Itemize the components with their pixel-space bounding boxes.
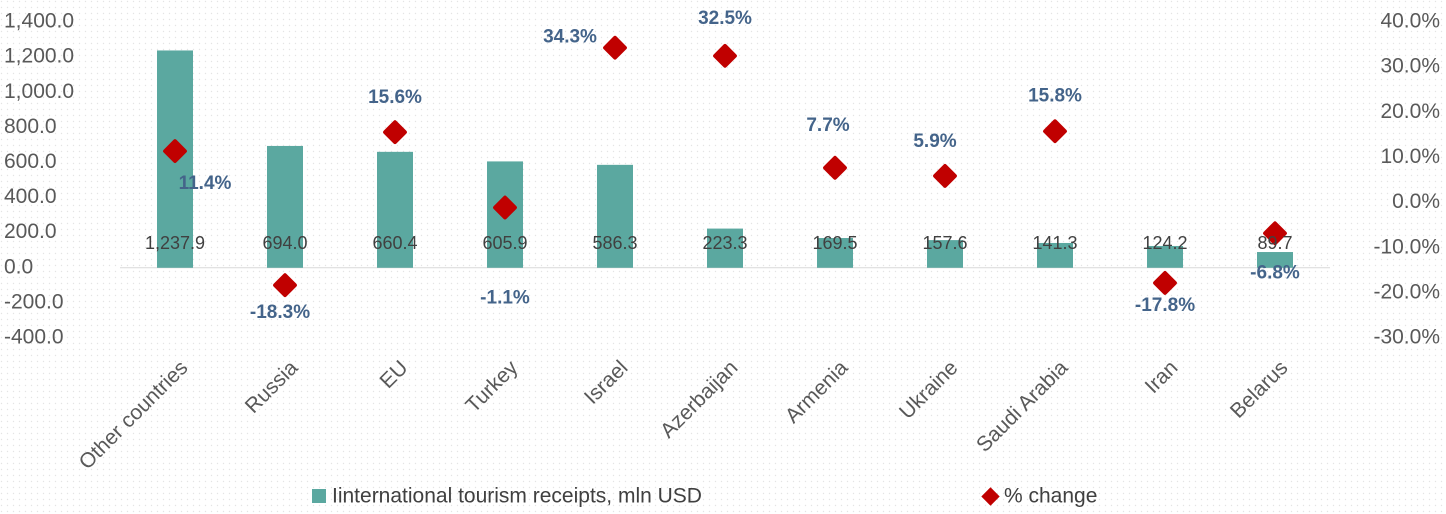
y2-tick-label: -20.0% [1373, 280, 1440, 303]
bar-label: 223.3 [702, 233, 747, 253]
marker [1153, 271, 1177, 295]
y2-tick-label: 20.0% [1380, 100, 1440, 123]
bar-label: 169.5 [812, 233, 857, 253]
y-tick-label: 1,400.0 [4, 10, 74, 33]
bar-label: 141.3 [1032, 233, 1077, 253]
bar-label: 660.4 [372, 233, 417, 253]
y-tick-label: 0.0 [4, 255, 33, 278]
pct-label: 15.8% [1028, 85, 1082, 106]
marker [273, 273, 297, 298]
y-tick-label: 1,200.0 [4, 45, 74, 68]
y-tick-label: 200.0 [4, 220, 57, 243]
bar-label: 89.7 [1257, 233, 1292, 253]
pct-label: 34.3% [543, 27, 597, 48]
pct-label: 15.6% [368, 87, 422, 108]
legend-label: % change [1004, 485, 1097, 508]
bar [377, 151, 413, 268]
y2-tick-label: -30.0% [1373, 326, 1440, 349]
y2-tick-label: 10.0% [1380, 145, 1440, 168]
y-tick-label: -400.0 [4, 326, 64, 349]
y2-tick-label: -10.0% [1373, 235, 1440, 258]
y-tick-label: 800.0 [4, 115, 57, 138]
pct-label: -1.1% [480, 288, 530, 309]
pct-label: 7.7% [806, 115, 849, 136]
y-tick-label: 1,000.0 [4, 80, 74, 103]
bar [597, 164, 633, 268]
bar [1037, 242, 1073, 268]
y2-tick-label: 0.0% [1392, 190, 1440, 213]
pct-label: 32.5% [698, 8, 752, 29]
bar-label: 605.9 [482, 233, 527, 253]
y2-tick-label: 40.0% [1380, 10, 1440, 33]
pct-label: -17.8% [1135, 295, 1195, 316]
y-tick-label: 600.0 [4, 150, 57, 173]
bar-label: 157.6 [922, 233, 967, 253]
y2-tick-label: 30.0% [1380, 55, 1440, 78]
bar [707, 228, 743, 268]
marker [493, 195, 517, 220]
marker [1263, 221, 1287, 246]
pct-label: 5.9% [913, 131, 956, 152]
bar [817, 238, 853, 268]
bar [1257, 252, 1293, 268]
bar-label: 694.0 [262, 233, 307, 253]
bar [1147, 245, 1183, 268]
marker [383, 120, 407, 145]
bar-label: 586.3 [592, 233, 637, 253]
legend-swatch [312, 489, 326, 503]
bar [927, 240, 963, 268]
marker [1043, 119, 1067, 144]
y-tick-label: 400.0 [4, 185, 57, 208]
bar [267, 145, 303, 268]
legend-label: Iinternational tourism receipts, mln USD [332, 485, 702, 508]
pct-label: -18.3% [250, 302, 310, 323]
pct-label: 11.4% [179, 173, 232, 194]
bar-label: 124.2 [1142, 233, 1187, 253]
bar-label: 1,237.9 [145, 233, 205, 253]
marker [603, 35, 627, 60]
marker [823, 155, 847, 180]
pct-label: -6.8% [1250, 262, 1300, 283]
marker [713, 43, 737, 68]
marker [163, 139, 187, 164]
marker [933, 164, 957, 188]
legend-swatch [981, 487, 1000, 506]
y-tick-label: -200.0 [4, 290, 64, 313]
